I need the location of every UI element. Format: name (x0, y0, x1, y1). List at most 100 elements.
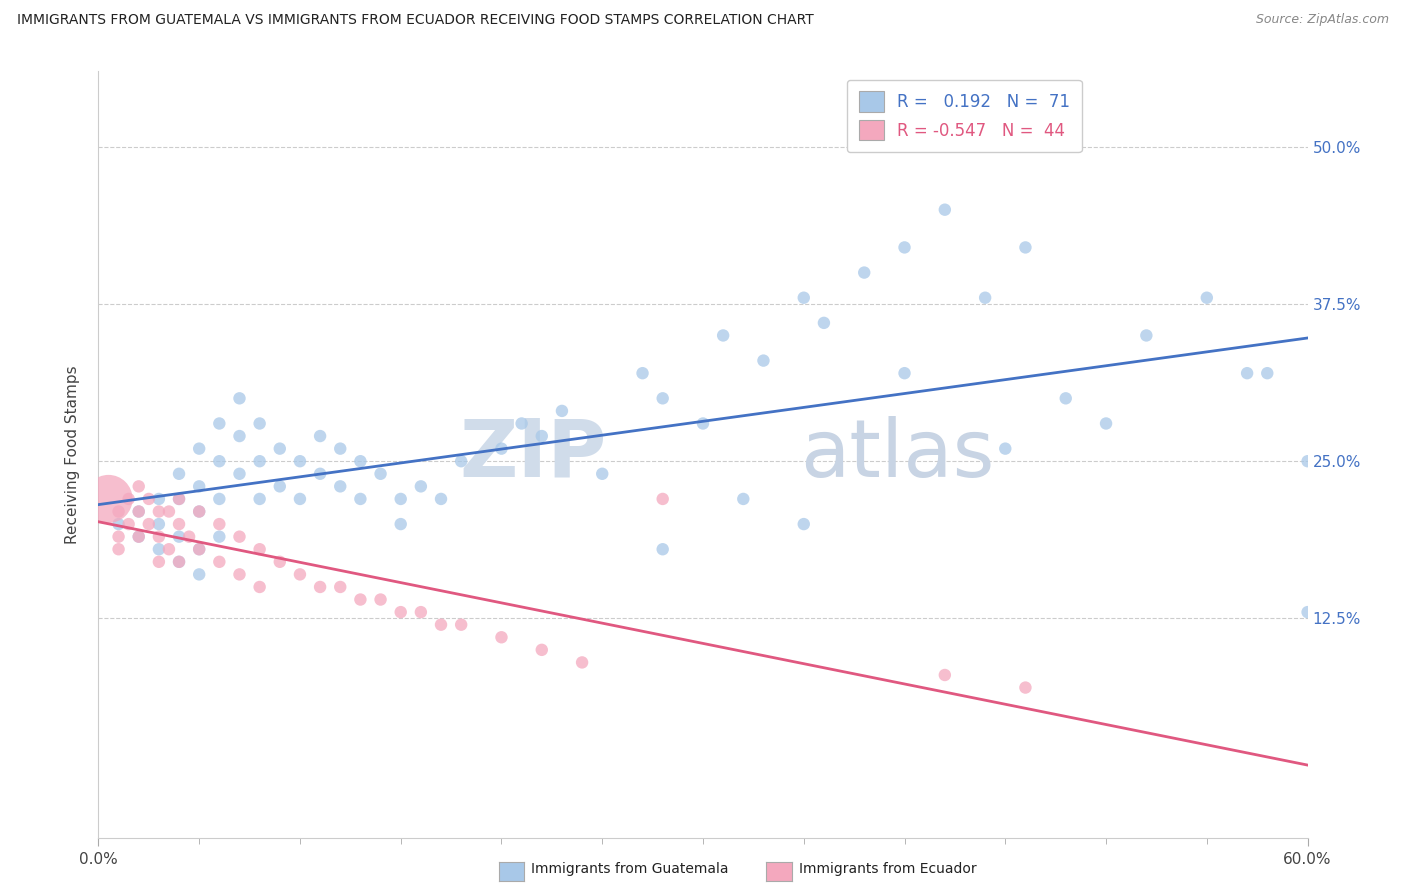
Point (128, 504, 150, 518)
Point (329, 442, 352, 456)
Point (157, 504, 180, 518)
Point (752, 353, 775, 368)
Point (591, 467, 613, 481)
Point (1256, 366, 1278, 380)
Point (179, 530, 201, 544)
Point (97, 491, 120, 506)
Point (1095, 417, 1118, 431)
Point (329, 479, 352, 493)
Point (491, 442, 513, 456)
Point (249, 454, 271, 468)
Point (228, 392, 250, 406)
Point (651, 491, 673, 506)
Point (733, 491, 755, 506)
Point (148, 517, 170, 532)
Point (188, 542, 211, 557)
Point (1195, 291, 1218, 305)
Point (530, 429, 553, 443)
Point (228, 467, 250, 481)
Point (309, 580, 332, 594)
Point (1014, 240, 1036, 254)
Point (228, 530, 250, 544)
Point (974, 291, 997, 305)
Text: atlas: atlas (800, 416, 994, 494)
Point (288, 567, 311, 582)
Point (249, 580, 271, 594)
Text: Immigrants from Guatemala: Immigrants from Guatemala (531, 862, 728, 876)
Y-axis label: Receiving Food Stamps: Receiving Food Stamps (65, 366, 80, 544)
Point (249, 491, 271, 506)
Point (167, 555, 190, 569)
Point (148, 504, 170, 518)
Point (118, 517, 141, 532)
Point (269, 555, 291, 569)
Point (157, 542, 180, 557)
Point (167, 517, 190, 532)
Point (631, 366, 654, 380)
Point (309, 429, 332, 443)
Point (188, 504, 211, 518)
Point (994, 442, 1017, 456)
Point (249, 542, 271, 557)
Point (228, 429, 250, 443)
Point (934, 202, 956, 217)
Point (269, 479, 291, 493)
Point (167, 491, 190, 506)
Point (208, 491, 231, 506)
Point (370, 467, 392, 481)
Point (813, 316, 835, 330)
Text: IMMIGRANTS FROM GUATEMALA VS IMMIGRANTS FROM ECUADOR RECEIVING FOOD STAMPS CORRE: IMMIGRANTS FROM GUATEMALA VS IMMIGRANTS … (17, 13, 814, 28)
Point (1296, 605, 1319, 619)
Point (208, 454, 231, 468)
Point (409, 479, 432, 493)
Point (188, 479, 211, 493)
Point (208, 555, 231, 569)
Point (651, 542, 673, 557)
Point (208, 417, 231, 431)
Point (228, 567, 250, 582)
Point (128, 530, 150, 544)
Point (249, 417, 271, 431)
Point (370, 592, 392, 607)
Text: Source: ZipAtlas.com: Source: ZipAtlas.com (1256, 13, 1389, 27)
Point (349, 592, 371, 607)
Point (853, 266, 876, 280)
Point (138, 517, 160, 532)
Point (571, 656, 593, 670)
Point (148, 555, 170, 569)
Point (288, 491, 311, 506)
Point (148, 491, 170, 506)
Point (167, 491, 190, 506)
Point (934, 668, 956, 682)
Point (208, 517, 231, 532)
Point (349, 454, 371, 468)
Point (551, 404, 574, 418)
Point (510, 417, 533, 431)
Point (208, 530, 231, 544)
Point (430, 617, 453, 632)
Point (148, 530, 170, 544)
Point (167, 530, 190, 544)
Point (128, 479, 150, 493)
Point (1135, 328, 1157, 343)
Point (329, 580, 352, 594)
Point (107, 542, 129, 557)
Point (530, 643, 553, 657)
Point (450, 454, 472, 468)
Point (107, 504, 129, 518)
Point (1236, 366, 1258, 380)
Point (107, 517, 129, 532)
Point (389, 605, 412, 619)
Point (107, 530, 129, 544)
Point (118, 491, 141, 506)
Point (128, 504, 150, 518)
Point (389, 517, 412, 532)
Point (148, 542, 170, 557)
Point (188, 542, 211, 557)
Text: Immigrants from Ecuador: Immigrants from Ecuador (799, 862, 976, 876)
Point (309, 467, 332, 481)
Point (893, 240, 915, 254)
Point (188, 567, 211, 582)
Point (711, 328, 734, 343)
Text: ZIP: ZIP (458, 416, 606, 494)
